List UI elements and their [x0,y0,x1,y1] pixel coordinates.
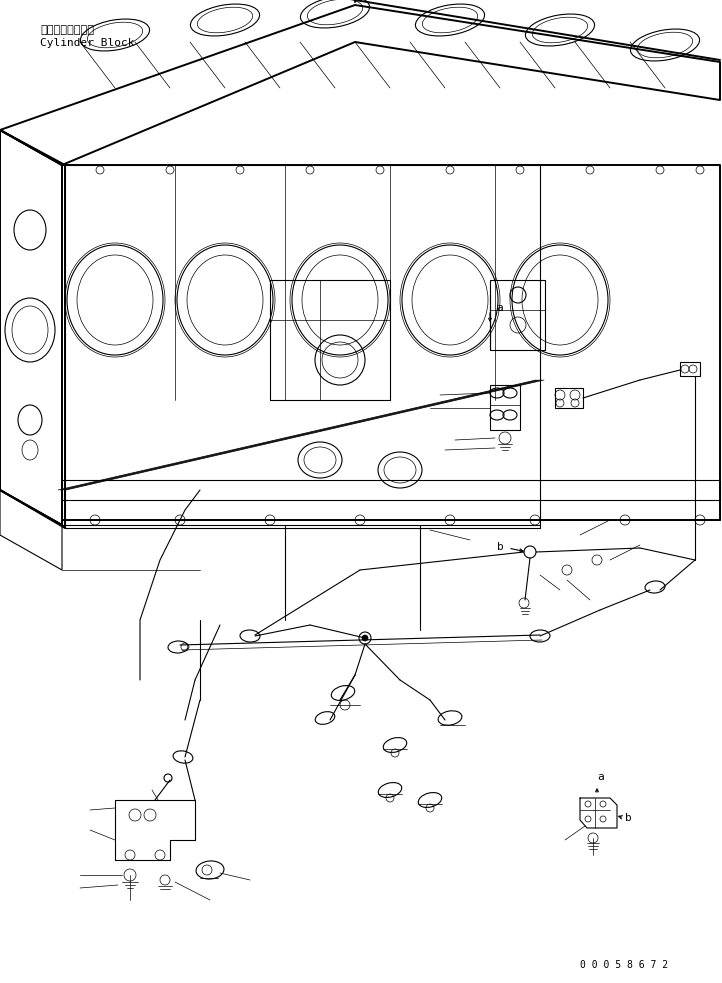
Text: シリンダブロック: シリンダブロック [40,25,94,35]
Text: a: a [496,303,503,313]
Bar [555,388,583,408]
Bar [680,362,700,376]
Bar [490,385,520,430]
Text: 0 0 0 5 8 6 7 2: 0 0 0 5 8 6 7 2 [580,960,668,970]
Text: Cylinder Block: Cylinder Block [40,38,134,48]
Circle shape [362,635,368,641]
Bar [62,480,720,500]
Text: b: b [497,542,504,552]
Bar [490,280,545,350]
Bar [62,500,720,520]
Text: b: b [625,813,632,823]
Text: a: a [597,772,604,782]
Polygon shape [0,5,720,165]
